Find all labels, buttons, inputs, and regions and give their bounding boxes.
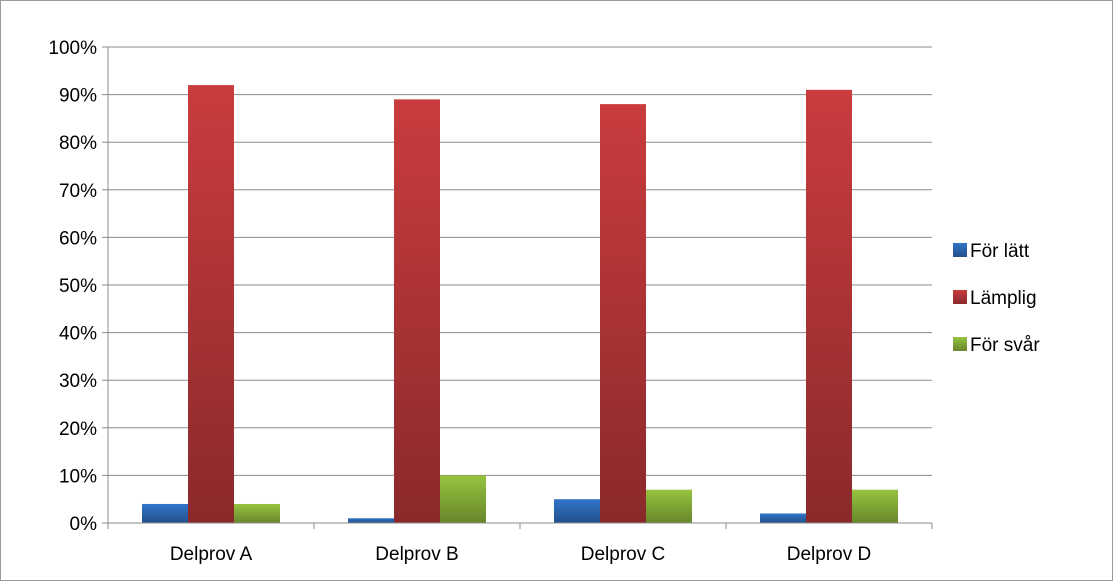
y-tick-label: 100% (48, 38, 97, 59)
legend-swatch (953, 337, 967, 351)
bar-delprov-b-series-0 (348, 518, 394, 523)
axes (102, 46, 933, 529)
y-tick-label: 30% (59, 371, 97, 392)
bar-delprov-a-series-0 (142, 503, 188, 523)
bar-delprov-d-series-2 (852, 489, 898, 523)
bar-delprov-c-series-0 (554, 499, 600, 523)
legend-label: För lätt (970, 241, 1030, 262)
x-tick-labels: Delprov A Delprov B Delprov C Delprov D (170, 544, 871, 565)
y-tick-label: 50% (59, 276, 97, 297)
legend-label: För svår (970, 335, 1040, 356)
x-tick-label: Delprov A (170, 544, 253, 565)
y-tick-label: 60% (59, 228, 97, 249)
bar-delprov-a-series-1 (188, 85, 234, 523)
gridlines (108, 46, 932, 524)
y-tick-label: 10% (59, 466, 97, 487)
legend: För lätt Lämplig För svår (953, 241, 1040, 356)
x-tick-label: Delprov C (581, 544, 665, 565)
bar-delprov-c-series-2 (646, 489, 692, 523)
y-tick-label: 90% (59, 86, 97, 107)
bar-delprov-d-series-0 (760, 513, 806, 523)
bars (142, 85, 898, 524)
bar-delprov-a-series-2 (234, 503, 280, 523)
x-tick-label: Delprov B (375, 544, 458, 565)
legend-label: Lämplig (970, 288, 1037, 309)
bar-delprov-b-series-1 (394, 99, 440, 524)
y-tick-labels: 0% 10% 20% 30% 40% 50% 60% 70% 80% 90% 100% (48, 38, 97, 535)
bar-delprov-b-series-2 (440, 475, 486, 523)
bar-delprov-d-series-1 (806, 89, 852, 523)
bar-delprov-c-series-1 (600, 104, 646, 524)
legend-swatch (953, 243, 967, 257)
y-tick-label: 40% (59, 324, 97, 345)
y-tick-label: 20% (59, 419, 97, 440)
y-tick-label: 0% (70, 514, 98, 535)
legend-swatch (953, 290, 967, 304)
y-tick-label: 80% (59, 133, 97, 154)
y-tick-label: 70% (59, 181, 97, 202)
x-tick-label: Delprov D (787, 544, 871, 565)
